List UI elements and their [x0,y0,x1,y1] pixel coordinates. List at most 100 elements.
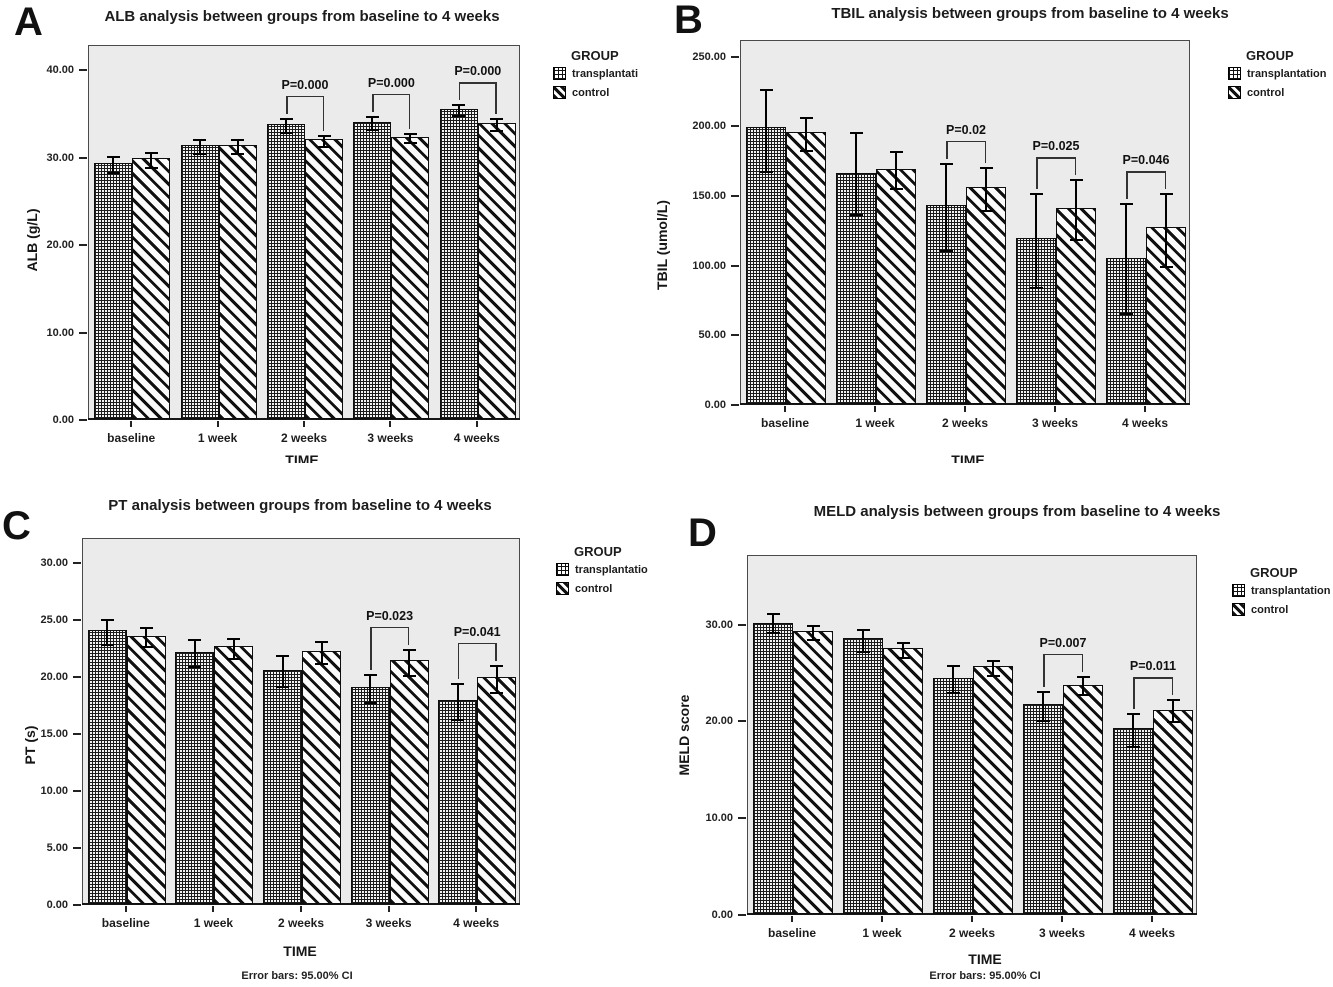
y-tick-label: 40.00 [46,64,74,77]
p-value-label: P=0.041 [453,624,501,639]
error-bar-line [150,152,153,168]
error-bar-cap-bottom [363,702,377,705]
error-bar-line [323,136,325,148]
error-bar-cap-bottom [1119,313,1133,316]
error-bar-cap-top [402,648,416,651]
control-swatch-icon [553,86,566,99]
x-tick [964,406,966,412]
y-tick-label: 10.00 [40,785,68,798]
significance-bracket [1126,171,1128,199]
x-tick [303,421,305,427]
bar-control [973,666,1013,914]
y-tick-label: 0.00 [704,399,726,411]
bar-control [126,636,166,904]
legend: GROUP transplantatio control [556,544,648,601]
transplantation-swatch-icon [553,67,566,80]
error-bar-line [1125,203,1127,315]
category-label: 2 weeks [948,926,996,940]
significance-bracket [984,140,986,163]
error-bar-cap-bottom [759,170,773,173]
error-bar-cap-top [946,665,960,668]
error-bar-cap-bottom [100,643,114,646]
error-bar-cap-top [766,613,780,616]
error-bar-cap-bottom [1069,239,1083,242]
y-tick [79,419,87,421]
error-bar-cap-bottom [276,686,289,689]
significance-bracket [370,626,372,670]
legend-item-label: control [575,582,613,595]
y-tick-label: 10.00 [705,812,733,825]
error-bar-cap-bottom [1029,286,1043,289]
error-bar-cap-top [986,659,1000,662]
y-tick [73,790,81,793]
bar-transplantation [350,687,390,904]
plot-area: P=0.023 P=0.041 [82,538,520,905]
error-bar-cap-top [365,115,379,118]
category-label: 4 weeks [1128,926,1176,940]
legend-item-label: control [1251,603,1289,616]
error-bar-cap-bottom [856,650,870,653]
significance-bracket [457,642,497,644]
bar-transplantation [94,162,133,419]
significance-bracket [1074,157,1076,176]
bar-transplantation [933,677,973,914]
x-tick [212,906,215,912]
category-label: 2 weeks [941,416,989,430]
x-tick [387,906,390,912]
bar-control [883,647,923,914]
bar-transplantation [353,121,392,419]
bar-transplantation [1023,704,1063,914]
y-tick [79,331,87,334]
y-tick-label: 30.00 [46,151,74,164]
x-axis-title: TIME [285,452,319,463]
bar-transplantation [267,123,305,419]
error-bar-line [281,656,284,688]
y-tick-label: 30.00 [705,618,733,631]
p-value-label: P=0.000 [454,64,502,79]
y-tick [79,69,87,72]
legend-item-label: control [1247,86,1285,99]
category-label: 4 weeks [453,916,500,930]
error-bars-note: Error bars: 95.00% CI [241,970,353,982]
error-bar-line [457,105,460,116]
error-bar-line [495,665,498,693]
chart-title: ALB analysis between groups from baselin… [104,8,500,25]
error-bar-line [106,619,109,645]
legend-item-label: transplantatio [575,563,648,576]
panel-meld: D MELD analysis between groups from base… [666,490,1333,987]
x-tick [791,916,793,922]
error-bar-cap-bottom [402,674,416,677]
p-value-label: P=0.011 [1129,659,1177,674]
chart-title: TBIL analysis between groups from baseli… [831,5,1229,22]
category-label: baseline [101,916,150,930]
legend-item-label: transplantati [572,67,639,80]
significance-bracket [1036,157,1076,159]
category-label: 2 weeks [280,431,328,445]
error-bar-line [812,625,814,641]
significance-bracket [370,626,410,629]
significance-bracket [286,95,324,98]
significance-bracket [457,642,460,679]
error-bar-cap-top [276,655,289,658]
error-bar-line [409,134,412,144]
legend: GROUP transplantation control [1232,565,1330,622]
error-bar-line [1035,194,1037,288]
error-bar-cap-bottom [1166,721,1180,724]
y-tick [738,914,746,916]
y-tick [73,619,81,622]
transplantation-swatch-icon [1232,584,1245,597]
bar-control [876,168,916,404]
legend-item-label: transplantation [1251,584,1331,597]
bar-control [786,132,826,404]
control-swatch-icon [1228,86,1241,99]
error-bar-cap-bottom [490,129,504,132]
category-label: baseline [767,926,817,940]
bar-transplantation [753,622,793,914]
error-bars-note: Error bars: 95.00% CI [929,970,1041,982]
y-axis-title: TBIL (umol/L) [654,200,670,290]
x-tick [300,906,302,912]
control-swatch-icon [1232,603,1245,616]
legend-title: GROUP [574,544,622,559]
bar-control [218,144,257,419]
category-label: 1 week [197,431,238,445]
